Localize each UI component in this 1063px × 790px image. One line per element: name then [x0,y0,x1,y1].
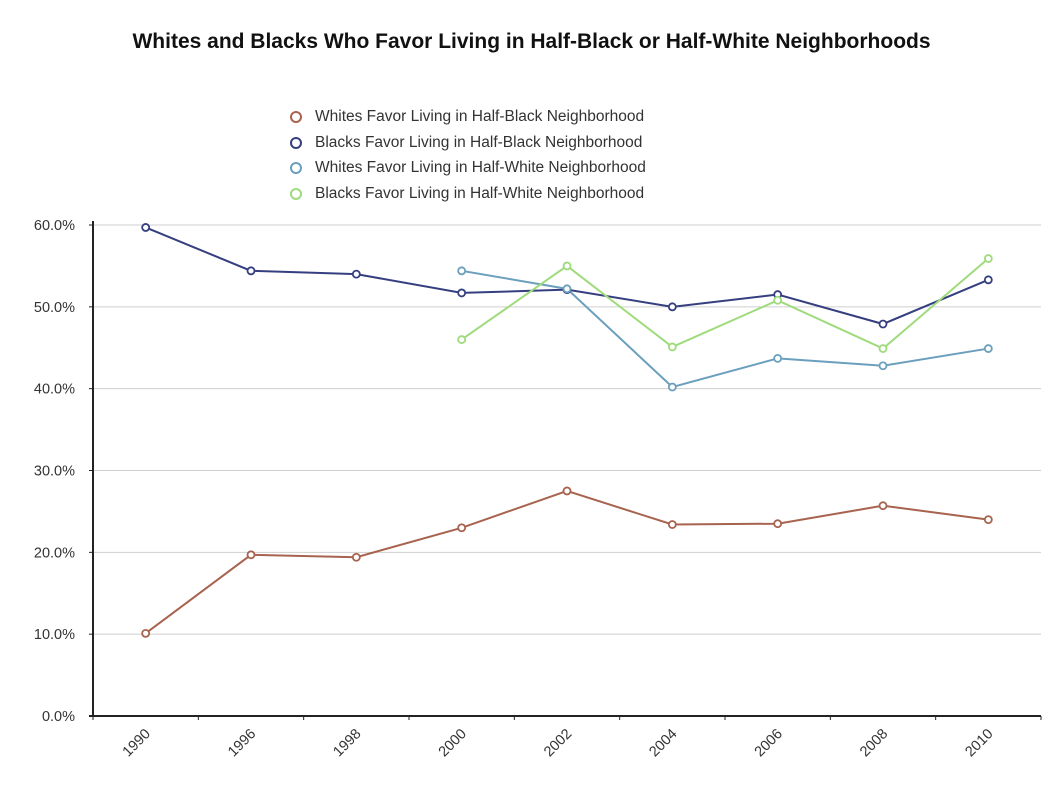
y-tick-label: 20.0% [34,545,75,561]
data-point [246,550,256,560]
series-line-4 [461,257,989,350]
data-point [667,302,677,312]
y-tick-label: 10.0% [34,627,75,643]
legend-label: Whites Favor Living in Half-Black Neighb… [315,107,645,125]
series-line-3 [461,269,989,389]
legend-item-blacks-half-black: Blacks Favor Living in Half-Black Neighb… [290,130,646,156]
x-tick-label: 1990 [120,726,154,760]
x-tick-label: 2004 [646,726,680,760]
data-point [878,319,888,329]
data-point [351,269,361,279]
y-tick-label: 50.0% [34,300,75,316]
data-point [983,254,993,263]
series-line-1 [145,489,989,635]
data-point [773,353,783,363]
data-point [562,284,572,294]
x-tick-label: 2000 [436,726,470,760]
data-point [562,261,572,271]
legend-marker-icon [290,136,302,149]
legend: Whites Favor Living in Half-Black Neighb… [290,104,646,207]
data-point [983,275,993,285]
data-point [141,628,151,638]
data-point [983,344,993,353]
data-point [667,342,677,352]
data-point [562,486,572,496]
data-point [457,266,467,276]
data-point [246,266,256,276]
x-tick-label: 2008 [857,726,891,760]
data-point [878,501,888,511]
legend-label: Blacks Favor Living in Half-White Neighb… [315,184,645,202]
data-point [667,520,677,529]
series-line-2 [145,226,989,326]
legend-item-whites-half-white: Whites Favor Living in Half-White Neighb… [290,155,646,181]
x-tick-label: 2010 [962,726,996,760]
y-tick-label: 0.0% [42,709,75,725]
legend-item-whites-half-black: Whites Favor Living in Half-Black Neighb… [290,104,646,130]
data-point [667,382,677,392]
data-point [878,344,888,353]
data-point [351,552,361,562]
legend-marker-icon [290,162,302,175]
data-point [141,223,151,232]
legend-marker-icon [290,110,302,123]
y-tick-label: 60.0% [34,218,75,234]
x-tick-label: 2002 [541,726,575,760]
data-point [457,523,467,533]
x-tick-label: 2006 [752,726,786,760]
x-tick-label: 1996 [225,726,259,760]
data-point [878,361,888,371]
legend-marker-icon [290,187,302,200]
data-point [773,295,783,305]
legend-label: Whites Favor Living in Half-White Neighb… [315,159,646,177]
data-point [773,519,783,529]
data-point [457,335,467,344]
x-tick-label: 1998 [330,726,364,760]
data-point [983,515,993,524]
legend-item-blacks-half-white: Blacks Favor Living in Half-White Neighb… [290,181,646,207]
chart-title: Whites and Blacks Who Favor Living in Ha… [132,30,931,53]
y-tick-label: 30.0% [34,464,75,480]
y-tick-label: 40.0% [34,382,75,398]
data-point [457,288,467,298]
legend-label: Blacks Favor Living in Half-Black Neighb… [315,133,643,151]
